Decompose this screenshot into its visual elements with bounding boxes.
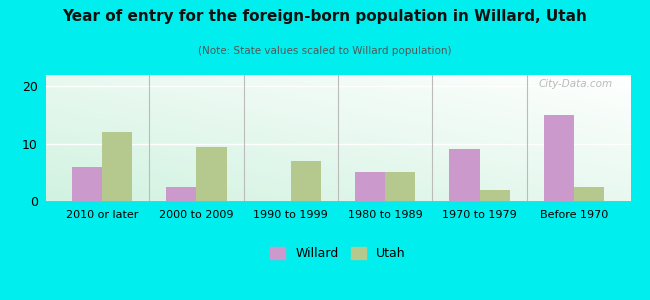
- Legend: Willard, Utah: Willard, Utah: [270, 247, 406, 260]
- Bar: [196, 147, 227, 201]
- Bar: [166, 187, 196, 201]
- Bar: [72, 167, 102, 201]
- Bar: [102, 132, 133, 201]
- Bar: [385, 172, 415, 201]
- Bar: [355, 172, 385, 201]
- Text: Year of entry for the foreign-born population in Willard, Utah: Year of entry for the foreign-born popul…: [62, 9, 588, 24]
- Bar: [291, 161, 321, 201]
- Bar: [543, 115, 574, 201]
- Bar: [449, 149, 480, 201]
- Text: (Note: State values scaled to Willard population): (Note: State values scaled to Willard po…: [198, 46, 452, 56]
- Bar: [574, 187, 604, 201]
- Text: City-Data.com: City-Data.com: [539, 79, 613, 89]
- Bar: [480, 190, 510, 201]
